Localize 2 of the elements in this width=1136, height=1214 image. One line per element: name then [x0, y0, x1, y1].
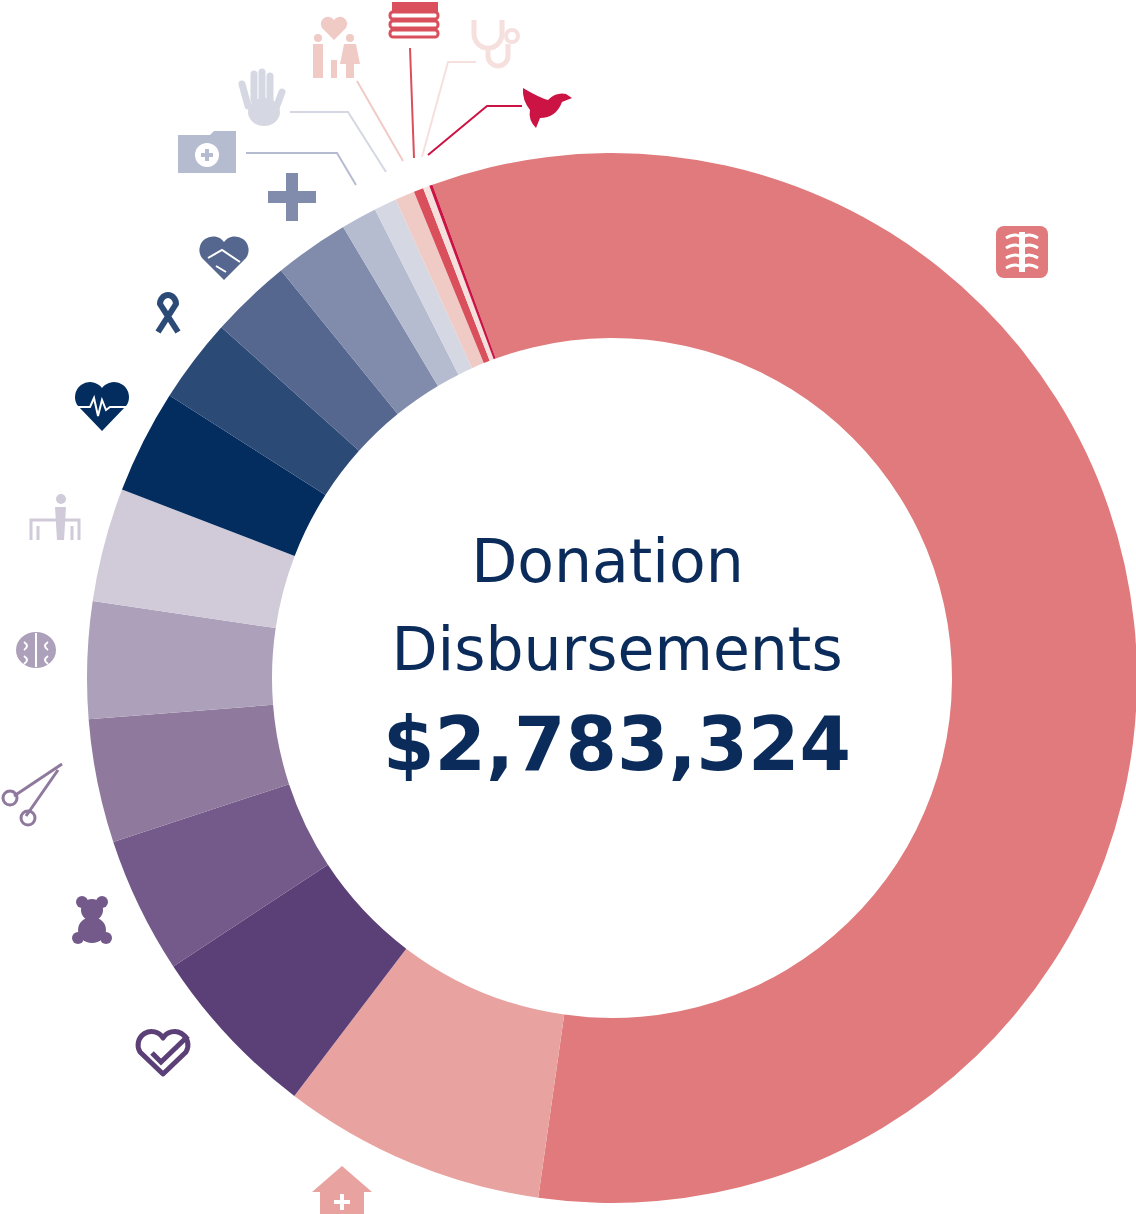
text: $2,783,324: [382, 701, 852, 787]
text: Donation Disbursements: [391, 526, 843, 684]
